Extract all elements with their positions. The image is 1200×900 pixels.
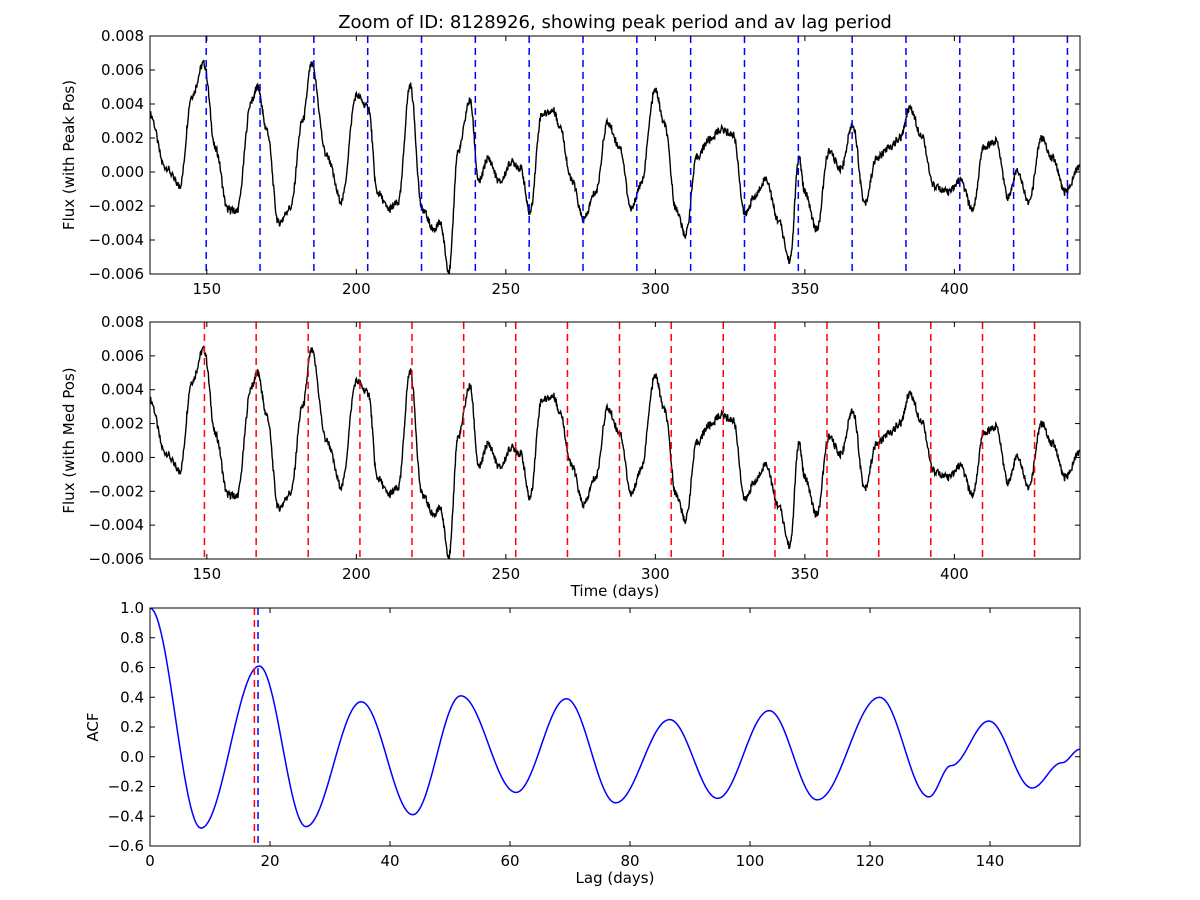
axes-frame: [149, 35, 1081, 275]
y-tick-label: 0.2: [120, 718, 144, 736]
y-tick-label: −0.002: [88, 197, 144, 215]
x-tick-label: 80: [620, 852, 639, 870]
x-tick-label: 350: [791, 280, 820, 298]
y-tick-label: 0.008: [101, 27, 144, 45]
y-tick-label: 0.000: [101, 448, 144, 466]
axes-frame: [149, 321, 1081, 560]
y-tick-label: −0.002: [88, 482, 144, 500]
y-tick-label: −0.4: [108, 807, 144, 825]
y-tick-label: 1.0: [120, 599, 144, 617]
y-axis-label: ACF: [84, 712, 102, 741]
y-tick-label: 0.004: [101, 381, 144, 399]
x-tick-label: 40: [380, 852, 399, 870]
y-tick-label: −0.006: [88, 550, 144, 568]
y-tick-label: 0.008: [101, 313, 144, 331]
x-tick-label: 400: [940, 280, 969, 298]
y-tick-label: 0.4: [120, 688, 144, 706]
x-tick-label: 350: [791, 565, 820, 583]
y-axis-label: Flux (with Med Pos): [60, 367, 78, 513]
y-tick-label: 0.000: [101, 163, 144, 181]
peak-position-panel: 150 200 250 300 350 400 −0.006 −0.004 −0.002 0.00…: [60, 27, 1081, 298]
plot-content: [150, 36, 1080, 274]
y-tick-label: 0.8: [120, 629, 144, 647]
x-tick-label: 150: [192, 565, 221, 583]
y-tick-label: −0.004: [88, 516, 144, 534]
x-tick-label: 200: [342, 280, 371, 298]
x-tick-label: 300: [641, 565, 670, 583]
x-axis-label: Time (days): [570, 582, 660, 600]
x-tick-label: 250: [492, 565, 521, 583]
y-axis-label: Flux (with Peak Pos): [60, 80, 78, 230]
x-tick-label: 60: [500, 852, 519, 870]
plot-area: [150, 322, 1080, 559]
x-tick-label: 0: [145, 852, 155, 870]
x-tick-label: 200: [342, 565, 371, 583]
y-tick-label: 0.004: [101, 95, 144, 113]
plot-area: [150, 608, 1080, 846]
plot-area: [150, 36, 1080, 274]
x-axis-label: Lag (days): [576, 869, 655, 887]
median-position-panel: 150 200 250 300 350 400 −0.006 −0.004 −0.002 0.00…: [60, 313, 1081, 600]
x-tick-label: 140: [976, 852, 1005, 870]
y-tick-label: −0.006: [88, 265, 144, 283]
chart-title: Zoom of ID: 8128926, showing peak period…: [338, 12, 892, 33]
y-tick-label: −0.2: [108, 778, 144, 796]
y-tick-label: 0.002: [101, 415, 144, 433]
x-tick-label: 150: [192, 280, 221, 298]
y-tick-label: 0.006: [101, 61, 144, 79]
x-tick-label: 300: [641, 280, 670, 298]
y-tick-label: 0.006: [101, 347, 144, 365]
x-tick-label: 120: [856, 852, 885, 870]
series-line-0: [150, 59, 1080, 274]
series-line-0: [150, 608, 1080, 829]
y-tick-label: 0.0: [120, 748, 144, 766]
y-tick-label: 0.002: [101, 129, 144, 147]
y-tick-label: 0.6: [120, 659, 144, 677]
x-tick-label: 400: [940, 565, 969, 583]
acf-panel: 0 20 40 60 80 100 120 140 −0.6 −0.4 −0.2 0.0 0.2 0.4 0…: [84, 599, 1081, 887]
x-tick-label: 100: [736, 852, 765, 870]
x-tick-label: 20: [260, 852, 279, 870]
y-tick-label: −0.004: [88, 231, 144, 249]
plot-content: [150, 608, 1080, 846]
y-tick-label: −0.6: [108, 837, 144, 855]
x-tick-label: 250: [492, 280, 521, 298]
plot-content: [150, 322, 1080, 559]
